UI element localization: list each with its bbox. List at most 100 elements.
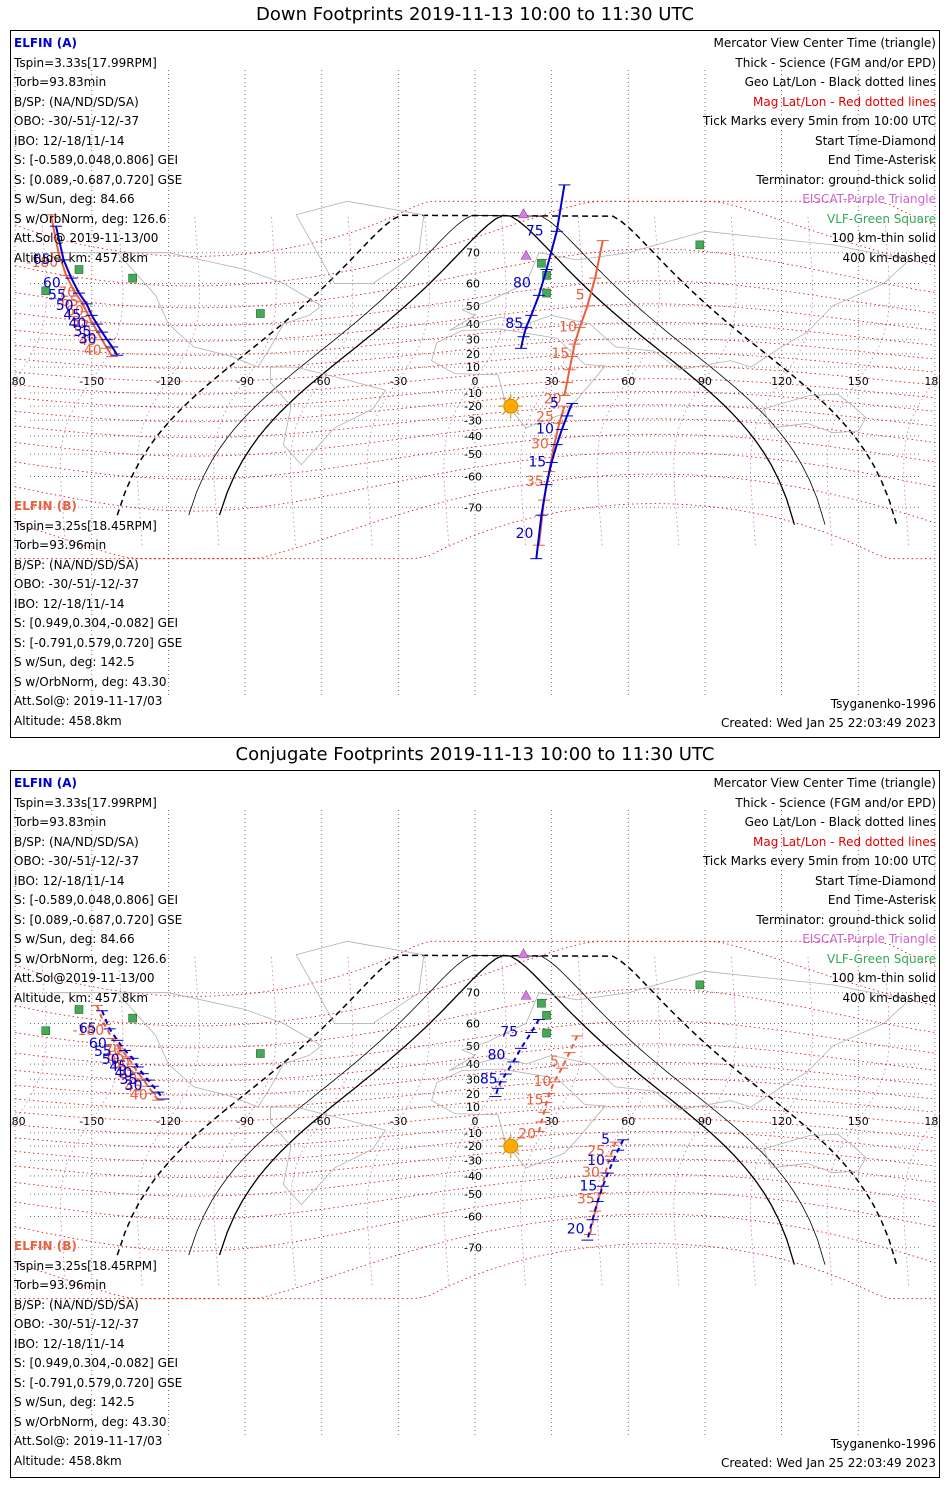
- lat-tick-label: 20: [466, 348, 480, 361]
- lat-tick-label: 20: [466, 1088, 480, 1101]
- mag-parallel: [15, 404, 935, 438]
- elfin-a-track: [520, 184, 566, 349]
- mag-parallel: [14, 473, 936, 560]
- elfin-b-label: ELFIN (B): [14, 1239, 77, 1253]
- tick-label: 30: [125, 1078, 143, 1094]
- mag-parallel: [15, 418, 935, 457]
- elfin-b-info: ELFIN (B) Tspin=3.25s[18.45RPM] Torb=93.9…: [14, 1237, 182, 1471]
- mag-parallel: [15, 1105, 935, 1135]
- lat-tick-label: -40: [464, 1170, 482, 1183]
- lon-tick-label: 0: [472, 375, 479, 388]
- tick-label: 85: [480, 1072, 498, 1088]
- lon-tick-label: 60: [621, 1115, 635, 1128]
- coastline: [449, 970, 911, 1111]
- lat-tick-label: 70: [466, 247, 480, 260]
- tick-label: 45: [125, 1079, 143, 1095]
- info-line: S w/Sun, deg: 84.66: [14, 192, 135, 206]
- tick-label: 60: [43, 275, 61, 291]
- tick-label: 15: [526, 1093, 544, 1109]
- tick-label: 5: [576, 287, 585, 303]
- tick-label: 55: [117, 1064, 135, 1080]
- tick-label: 55: [71, 314, 89, 330]
- lat-tick-label: -60: [464, 1211, 482, 1224]
- eiscat-triangle: [518, 948, 530, 959]
- lat-tick-label: -40: [464, 430, 482, 443]
- lon-tick-label: 180: [10, 1115, 26, 1128]
- lon-tick-label: 120: [771, 1115, 792, 1128]
- tick-label: 75: [526, 223, 544, 239]
- mag-parallel: [15, 1173, 935, 1220]
- tick-label: 5: [601, 1132, 610, 1148]
- info-line: Torb=93.96min: [14, 1278, 107, 1292]
- tick-label: 25: [536, 409, 554, 425]
- mag-parallel: [15, 391, 935, 423]
- lat-tick-label: 10: [466, 361, 480, 374]
- info-line: S w/OrbNorm, deg: 126.6: [14, 951, 167, 966]
- coastline: [295, 940, 425, 1024]
- tick-label: 60: [89, 1036, 107, 1052]
- mag-parallel: [15, 337, 935, 369]
- info-line: Geo Lat/Lon - Black dotted lines: [744, 75, 936, 89]
- mag-parallel: [15, 378, 935, 408]
- elfin-a-track: [586, 1139, 625, 1241]
- panel-title: Conjugate Footprints 2019-11-13 10:00 to…: [235, 744, 715, 765]
- elfin-b-track: [563, 240, 604, 396]
- vlf-square: [128, 1013, 137, 1023]
- tick-label: 55: [48, 287, 66, 303]
- tick-label: 85: [505, 316, 523, 332]
- info-line: Tspin=3.33s[17.99RPM]: [14, 55, 157, 70]
- coastline: [270, 366, 387, 466]
- info-line: EISCAT-Purple Triangle: [802, 932, 936, 946]
- mag-parallel: [15, 248, 935, 309]
- tick-label: -180: [26, 255, 58, 271]
- lon-tick-label: -150: [79, 1115, 104, 1128]
- coastline: [763, 1133, 867, 1174]
- tick-label: 15: [528, 454, 546, 470]
- info-line: Mercator View Center Time (triangle): [713, 776, 936, 790]
- sun-icon: [498, 1134, 523, 1159]
- lat-tick-label: -70: [464, 501, 482, 514]
- mag-parallel: [15, 352, 935, 382]
- mag-parallel: [15, 1020, 935, 1067]
- info-line: Mercator View Center Time (triangle): [713, 36, 936, 50]
- tick-label: 30: [531, 437, 549, 453]
- info-line: S w/OrbNorm, deg: 126.6: [14, 211, 167, 226]
- lat-tick-label: 60: [466, 277, 480, 290]
- tick-label: 45: [63, 307, 81, 323]
- lon-tick-label: 150: [848, 375, 869, 388]
- info-line: Terminator: ground-thick solid: [756, 912, 936, 927]
- lon-tick-label: 90: [698, 1115, 712, 1128]
- mag-parallel: [15, 1077, 935, 1109]
- info-line: S w/Sun, deg: 142.5: [14, 1395, 135, 1409]
- coastline: [431, 1068, 607, 1169]
- vlf-square: [128, 273, 137, 283]
- lat-tick-label: -60: [464, 471, 482, 484]
- vlf-square: [542, 288, 551, 298]
- lat-tick-label: 60: [466, 1017, 480, 1030]
- info-line: Tspin=3.25s[18.45RPM]: [14, 1258, 157, 1273]
- info-line: S w/OrbNorm, deg: 43.30: [14, 1414, 167, 1429]
- info-line: End Time-Asterisk: [827, 893, 936, 907]
- mag-parallel: [15, 1043, 935, 1082]
- info-line: IBO: 12/-18/11/-14: [14, 1336, 125, 1351]
- info-line: S: [-0.791,0.579,0.720] GSE: [14, 1375, 183, 1390]
- info-line: Torb=93.96min: [14, 538, 107, 552]
- elfin-b-parameters: Tspin=3.25s[18.45RPM] Torb=93.96min B/SP: …: [14, 1257, 182, 1472]
- lon-tick-label: -90: [236, 375, 254, 388]
- elfin-a-info: ELFIN (A) Tspin=3.33s[17.99RPM] Torb=93.8…: [14, 774, 182, 1008]
- info-line: IBO: 12/-18/11/-14: [14, 596, 125, 611]
- info-line: 400 km-dashed: [842, 250, 936, 265]
- info-line: Altitude, km: 457.8km: [14, 990, 149, 1005]
- lon-tick-label: 180: [924, 375, 940, 388]
- lon-tick-label: -150: [79, 375, 104, 388]
- info-line: Mag Lat/Lon - Red dotted lines: [752, 834, 936, 849]
- tick-label: 55: [94, 1044, 112, 1060]
- eiscat-triangle: [520, 989, 532, 1000]
- tick-label: 35: [526, 474, 544, 490]
- info-line: 100 km-thin solid: [831, 231, 936, 245]
- lon-tick-label: 60: [621, 375, 635, 388]
- tick-label: 5: [550, 1054, 559, 1070]
- coastline: [295, 200, 425, 284]
- coastline: [53, 252, 323, 368]
- lat-tick-label: 70: [466, 987, 480, 1000]
